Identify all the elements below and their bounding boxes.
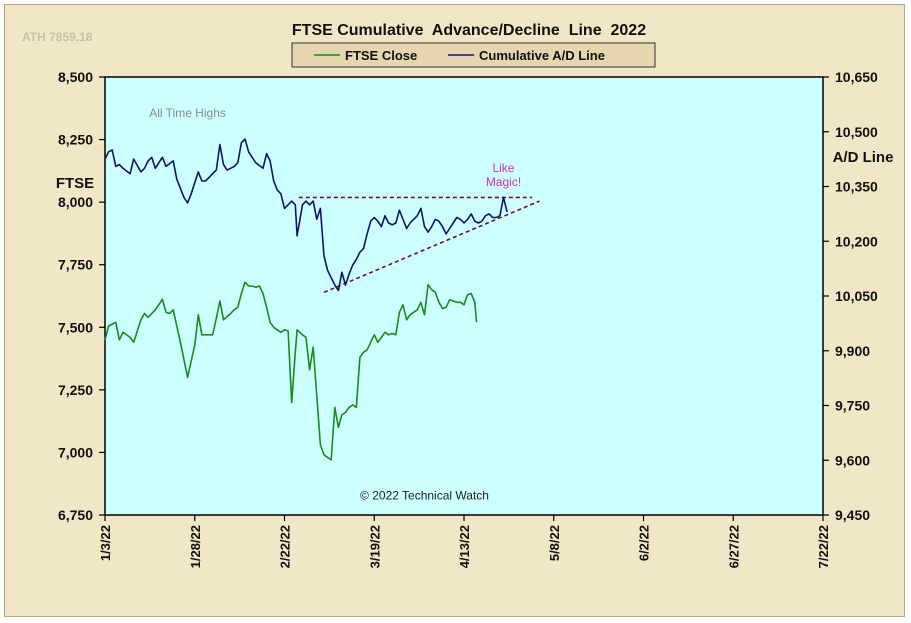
x-axis-tick-label: 4/13/22 [457,525,472,568]
right-axis-tick-label: 9,600 [835,452,870,468]
left-axis-label: FTSE [56,175,94,192]
left-axis-tick-label: 7,000 [58,444,93,460]
legend-label-ad-line: Cumulative A/D Line [479,48,605,63]
right-axis-tick-label: 9,900 [835,343,870,359]
x-axis-tick-label: 1/3/22 [98,525,113,561]
x-axis-tick-label: 3/19/22 [367,525,382,568]
right-axis-tick-label: 10,050 [835,288,878,304]
right-axis-tick-label: 10,200 [835,233,878,249]
left-axis-tick-label: 6,750 [58,507,93,523]
x-axis-tick-label: 6/2/22 [637,525,652,561]
legend: FTSE Close Cumulative A/D Line [291,42,656,68]
legend-label-ftse-close: FTSE Close [345,48,417,63]
x-axis-tick-label: 6/27/22 [726,525,741,568]
right-axis-tick-label: 9,450 [835,507,870,523]
left-axis-tick-label: 8,250 [58,132,93,148]
left-axis-tick-label: 8,000 [58,194,93,210]
right-axis-label: A/D Line [833,149,894,166]
x-axis-tick-label: 2/22/22 [278,525,293,568]
right-axis-tick-label: 9,750 [835,398,870,414]
trendline-support [323,200,540,294]
left-axis-tick-label: 7,250 [58,382,93,398]
annotation-like-magic-line: Magic! [486,175,521,189]
annotation-all-time-highs: All Time Highs [149,106,226,120]
series-line-ftse-close [104,281,478,461]
left-axis-tick-label: 7,500 [58,319,93,335]
x-axis-tick-label: 7/22/22 [816,525,831,568]
plot-area [104,76,824,516]
annotation-copyright: © 2022 Technical Watch [360,489,489,503]
right-axis-tick-label: 10,500 [835,124,878,140]
right-axis-tick-label: 10,650 [835,69,878,85]
series-line-ad-line [104,138,508,292]
right-axis-tick-label: 10,350 [835,179,878,195]
left-axis-tick-label: 7,750 [58,257,93,273]
x-axis-tick-label: 1/28/22 [188,525,203,568]
x-axis-tick-label: 5/8/22 [547,525,562,561]
left-axis-tick-label: 8,500 [58,69,93,85]
chart-title: FTSE Cumulative Advance/Decline Line 202… [292,22,646,39]
annotation-like-magic-line: Like [492,161,514,175]
corner-ath-text: ATH 7859.18 [22,30,93,44]
